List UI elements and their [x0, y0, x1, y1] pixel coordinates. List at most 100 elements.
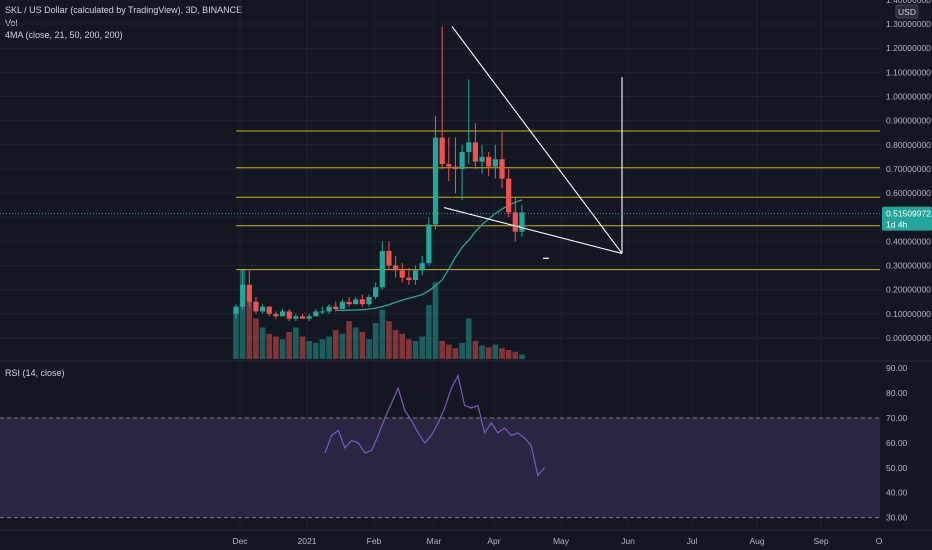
- volume-bar: [233, 309, 239, 359]
- volume-bar: [406, 339, 412, 359]
- candle-body: [446, 164, 452, 167]
- rsi-indicator-label: RSI (14, close): [5, 368, 65, 378]
- ma-indicator-label: 4MA (close, 21, 50, 200, 200): [5, 30, 123, 40]
- volume-bar: [293, 327, 299, 359]
- candle-body: [459, 152, 465, 169]
- candle-body: [253, 301, 259, 312]
- price-axis-tick: 0.40000000: [886, 236, 931, 246]
- ma-line: [335, 199, 523, 312]
- horizontal-levels: [236, 130, 880, 271]
- volume-bar: [459, 342, 465, 359]
- trendlines: [0, 26, 880, 259]
- candle-body: [326, 306, 332, 312]
- candle-body: [353, 299, 359, 305]
- volume-bar: [505, 350, 512, 359]
- volume-bar: [519, 354, 525, 359]
- rsi-axis-tick: 30.00: [886, 513, 908, 523]
- candle-body: [492, 159, 498, 167]
- volume-bar: [326, 336, 332, 359]
- volume-bar: [239, 269, 246, 359]
- candle-body: [279, 311, 286, 317]
- price-axis-tick: 1.30000000: [886, 19, 931, 29]
- candle-body: [273, 313, 279, 317]
- candle-body: [439, 137, 445, 165]
- x-axis-tick: Jul: [687, 536, 698, 546]
- candle-body: [426, 224, 432, 264]
- price-axis-tick: 0.20000000: [886, 285, 931, 295]
- price-axis-tick: 1.00000000: [886, 92, 931, 102]
- candle-body: [432, 137, 439, 225]
- volume-bar: [332, 330, 339, 359]
- candle-body: [506, 178, 512, 213]
- x-axis-tick: 2021: [298, 536, 317, 546]
- volume-bar: [446, 344, 452, 359]
- candle-body: [386, 251, 392, 266]
- volume-bar: [492, 344, 499, 359]
- rsi-line: [324, 373, 545, 477]
- x-axis-tick: O: [876, 536, 883, 546]
- volume-bar: [472, 341, 479, 359]
- candle-body: [366, 296, 372, 305]
- candle-body: [333, 306, 339, 310]
- candle-body: [319, 311, 326, 313]
- currency-badge: [895, 4, 919, 19]
- candle-body: [313, 311, 319, 317]
- candle-body: [299, 316, 306, 319]
- volume-bar: [339, 333, 346, 359]
- trendline: [451, 26, 623, 254]
- x-axis-tick: Mar: [427, 536, 442, 546]
- rsi-plot: [0, 373, 880, 519]
- volume-bar: [419, 336, 425, 359]
- candle-body: [233, 306, 239, 314]
- candle-body: [373, 287, 379, 297]
- volume-bar: [379, 309, 386, 359]
- candle-body: [293, 316, 299, 319]
- volume-bar: [273, 336, 279, 359]
- volume-bar: [439, 341, 445, 359]
- volume-bar: [485, 347, 492, 359]
- volume-bar: [392, 330, 399, 359]
- rsi-axis-tick: 40.00: [886, 488, 908, 498]
- rsi-band: [0, 418, 880, 518]
- candle-body: [393, 265, 399, 271]
- candle-body: [512, 212, 518, 232]
- price-axis-tick: 0.30000000: [886, 261, 931, 271]
- volume-bar: [259, 327, 266, 359]
- x-axis-tick: Dec: [232, 536, 248, 546]
- candle-body: [466, 142, 472, 153]
- volume-bar: [313, 342, 319, 359]
- candle-body: [346, 301, 352, 305]
- symbol-title: SKL / US Dollar (calculated by TradingVi…: [5, 5, 243, 15]
- price-axis-tick: 1.40000000: [886, 0, 931, 5]
- y-axis: 1.40000000 1.30000000 1.20000000 1.10000000…: [886, 0, 931, 523]
- volume-bar: [499, 348, 505, 359]
- candle-body: [419, 263, 425, 271]
- volume-bar: [465, 318, 472, 359]
- x-axis: Dec 2021 Feb Mar Apr May Jun Jul Aug Sep O: [232, 536, 882, 546]
- volume-bar: [352, 327, 359, 359]
- price-axis-tick: 0.60000000: [886, 188, 931, 198]
- price-axis-tick: 0.00000000: [886, 333, 931, 343]
- candle-body: [499, 159, 505, 179]
- volume-bar: [306, 341, 312, 359]
- volume-bar: [372, 323, 379, 359]
- candle-body: [472, 142, 478, 162]
- candle-body: [266, 306, 272, 314]
- volume-bar: [266, 333, 273, 359]
- volume-bar: [253, 318, 259, 359]
- moving-average: [335, 199, 523, 312]
- rsi-axis-tick: 50.00: [886, 463, 908, 473]
- price-axis-tick: 0.10000000: [886, 309, 931, 319]
- candle-body: [339, 301, 345, 310]
- volume-bar: [399, 333, 406, 359]
- volume-bars: [233, 269, 525, 359]
- volume-bar: [386, 321, 392, 359]
- candle-body: [452, 166, 459, 169]
- candle-body: [240, 284, 246, 307]
- candle-body: [379, 251, 385, 288]
- candle-body: [479, 156, 485, 162]
- x-axis-tick: Feb: [367, 536, 382, 546]
- candle-body: [399, 270, 405, 278]
- x-axis-tick: May: [553, 536, 570, 546]
